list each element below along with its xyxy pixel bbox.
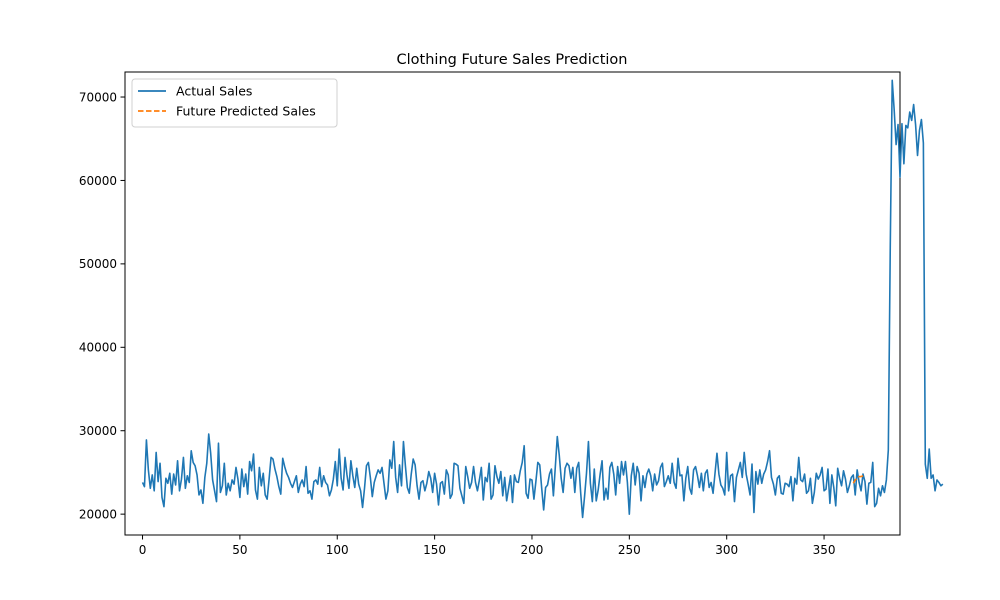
axes-frame <box>124 71 901 536</box>
series-line-future-predicted-sales <box>852 475 864 484</box>
x-axis: 0 50 100 150 200 250 300 350 <box>139 535 836 557</box>
legend-box <box>131 78 338 128</box>
x-tick-label: 250 <box>618 543 641 557</box>
legend-label-actual-sales: Actual Sales <box>176 84 252 99</box>
x-tick-label: 150 <box>423 543 446 557</box>
y-tick-label: 70000 <box>79 90 117 104</box>
y-tick-label: 40000 <box>79 341 117 355</box>
y-tick-label: 20000 <box>79 507 117 521</box>
plot-area: 0 50 100 150 200 250 300 350 20000 30000 40000 500… <box>79 71 944 557</box>
legend-label-future-predicted-sales: Future Predicted Sales <box>176 104 316 119</box>
series-line-actual-sales <box>141 79 944 519</box>
series-layer <box>141 79 944 519</box>
y-tick-label: 60000 <box>79 174 117 188</box>
x-tick-label: 200 <box>521 543 544 557</box>
y-tick-label: 50000 <box>79 257 117 271</box>
x-tick-label: 50 <box>232 543 247 557</box>
x-tick-label: 300 <box>715 543 738 557</box>
x-tick-label: 100 <box>326 543 349 557</box>
x-tick-label: 0 <box>139 543 147 557</box>
chart-title: Clothing Future Sales Prediction <box>397 52 628 68</box>
x-tick-label: 350 <box>813 543 836 557</box>
y-tick-label: 30000 <box>79 424 117 438</box>
y-axis: 20000 30000 40000 50000 60000 70000 <box>79 90 125 521</box>
legend: Actual Sales Future Predicted Sales <box>131 78 338 128</box>
